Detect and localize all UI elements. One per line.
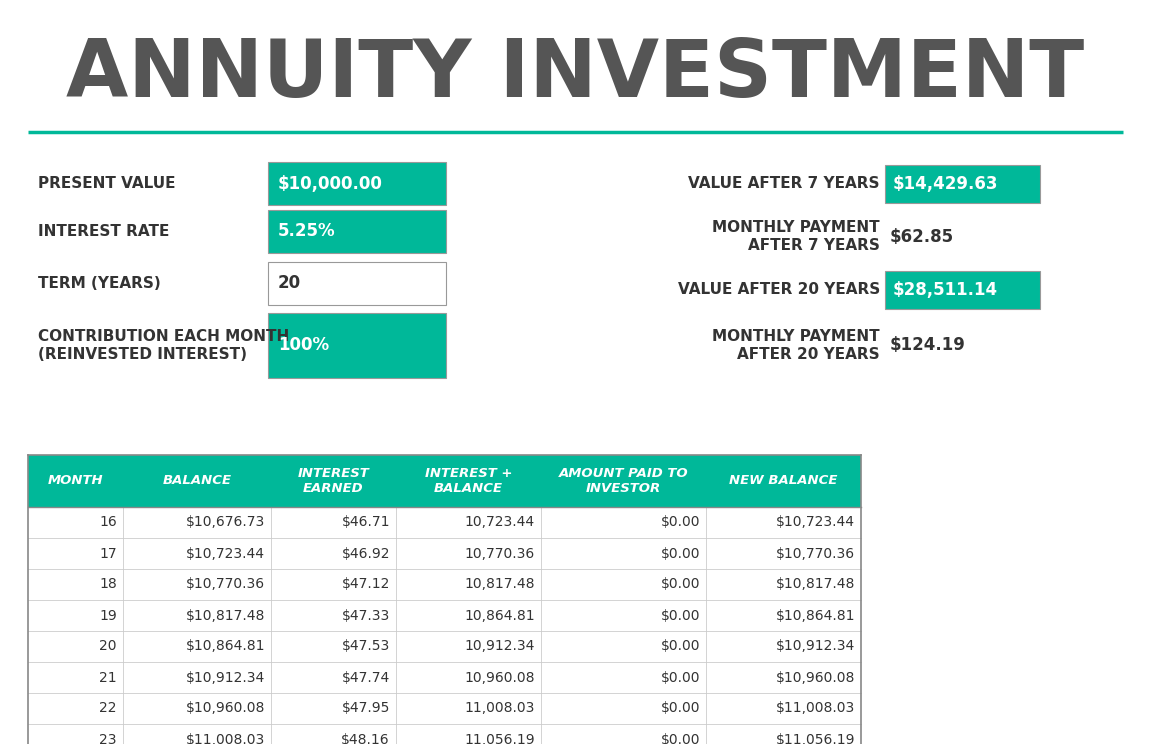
FancyBboxPatch shape [28,507,861,538]
Text: 20: 20 [99,640,117,653]
FancyBboxPatch shape [268,313,445,378]
Text: $10,960.08: $10,960.08 [776,670,855,684]
Text: $0.00: $0.00 [661,547,700,560]
Text: $14,429.63: $14,429.63 [893,175,999,193]
Text: 5.25%: 5.25% [279,222,336,240]
Text: MONTHLY PAYMENT
AFTER 7 YEARS: MONTHLY PAYMENT AFTER 7 YEARS [712,220,881,253]
FancyBboxPatch shape [885,271,1041,309]
Text: INTEREST +
BALANCE: INTEREST + BALANCE [425,467,512,495]
Text: 10,960.08: 10,960.08 [465,670,535,684]
Text: MONTHLY PAYMENT
AFTER 20 YEARS: MONTHLY PAYMENT AFTER 20 YEARS [712,330,881,362]
Text: $28,511.14: $28,511.14 [893,280,998,298]
Text: 18: 18 [99,577,117,591]
Text: $48.16: $48.16 [342,733,390,744]
Text: $10,770.36: $10,770.36 [185,577,265,591]
Text: VALUE AFTER 7 YEARS: VALUE AFTER 7 YEARS [688,176,881,191]
Text: $0.00: $0.00 [661,640,700,653]
Text: $10,770.36: $10,770.36 [776,547,855,560]
Text: $47.33: $47.33 [342,609,390,623]
FancyBboxPatch shape [28,569,861,600]
Text: NEW BALANCE: NEW BALANCE [730,475,838,487]
Text: 22: 22 [99,702,117,716]
Text: $47.74: $47.74 [342,670,390,684]
FancyBboxPatch shape [28,724,861,744]
Text: $11,008.03: $11,008.03 [185,733,265,744]
Text: $47.53: $47.53 [342,640,390,653]
Text: $0.00: $0.00 [661,733,700,744]
Text: INTEREST RATE: INTEREST RATE [38,224,169,239]
Text: $10,723.44: $10,723.44 [776,516,855,530]
Text: 11,056.19: 11,056.19 [464,733,535,744]
Text: AMOUNT PAID TO
INVESTOR: AMOUNT PAID TO INVESTOR [558,467,688,495]
Text: $0.00: $0.00 [661,609,700,623]
Text: $10,817.48: $10,817.48 [185,609,265,623]
Text: 10,723.44: 10,723.44 [465,516,535,530]
FancyBboxPatch shape [28,662,861,693]
Text: $47.95: $47.95 [342,702,390,716]
Text: 16: 16 [99,516,117,530]
Text: $46.71: $46.71 [342,516,390,530]
FancyBboxPatch shape [28,455,861,507]
Text: 100%: 100% [279,336,329,354]
Text: $62.85: $62.85 [890,228,954,246]
Text: 10,912.34: 10,912.34 [465,640,535,653]
Text: TERM (YEARS): TERM (YEARS) [38,276,161,291]
Text: $10,864.81: $10,864.81 [776,609,855,623]
Text: $0.00: $0.00 [661,577,700,591]
Text: INTEREST
EARNED: INTEREST EARNED [298,467,369,495]
Text: CONTRIBUTION EACH MONTH
(REINVESTED INTEREST): CONTRIBUTION EACH MONTH (REINVESTED INTE… [38,330,289,362]
Text: 21: 21 [99,670,117,684]
Text: $0.00: $0.00 [661,516,700,530]
FancyBboxPatch shape [885,164,1041,202]
Text: BALANCE: BALANCE [162,475,231,487]
Text: $0.00: $0.00 [661,670,700,684]
Text: 10,864.81: 10,864.81 [464,609,535,623]
Text: $11,008.03: $11,008.03 [776,702,855,716]
Text: 17: 17 [99,547,117,560]
Text: PRESENT VALUE: PRESENT VALUE [38,176,175,191]
Text: $10,000.00: $10,000.00 [279,175,383,193]
Text: $10,864.81: $10,864.81 [185,640,265,653]
Text: 20: 20 [279,275,302,292]
Text: MONTH: MONTH [47,475,104,487]
Text: 23: 23 [99,733,117,744]
Text: $47.12: $47.12 [342,577,390,591]
Text: $124.19: $124.19 [890,336,966,354]
FancyBboxPatch shape [28,538,861,569]
Text: $10,723.44: $10,723.44 [186,547,265,560]
FancyBboxPatch shape [268,262,445,305]
Text: VALUE AFTER 20 YEARS: VALUE AFTER 20 YEARS [678,282,881,297]
Text: 11,008.03: 11,008.03 [465,702,535,716]
FancyBboxPatch shape [28,631,861,662]
Text: $11,056.19: $11,056.19 [776,733,855,744]
Text: $10,817.48: $10,817.48 [776,577,855,591]
Text: $10,912.34: $10,912.34 [185,670,265,684]
Text: $10,676.73: $10,676.73 [185,516,265,530]
Text: 10,770.36: 10,770.36 [465,547,535,560]
FancyBboxPatch shape [28,600,861,631]
Text: $10,912.34: $10,912.34 [776,640,855,653]
Text: $46.92: $46.92 [342,547,390,560]
Text: 19: 19 [99,609,117,623]
FancyBboxPatch shape [268,210,445,253]
Text: $0.00: $0.00 [661,702,700,716]
Text: 10,817.48: 10,817.48 [465,577,535,591]
FancyBboxPatch shape [28,693,861,724]
Text: ANNUITY INVESTMENT: ANNUITY INVESTMENT [67,36,1084,114]
Text: $10,960.08: $10,960.08 [185,702,265,716]
FancyBboxPatch shape [268,162,445,205]
